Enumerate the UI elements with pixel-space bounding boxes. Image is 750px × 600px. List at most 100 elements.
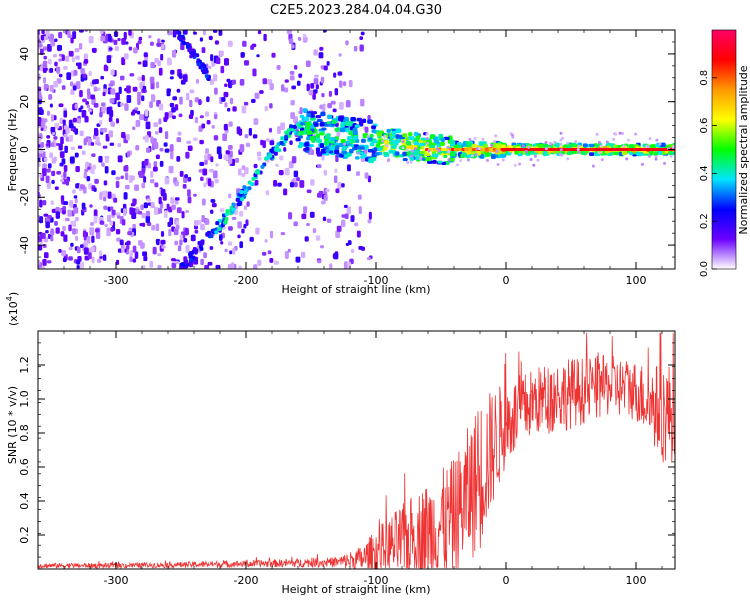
snr-axis-ticks: -300 -200 -100 0 100 0.2 0.4 0.6 0.8 1.0 1.2 [18, 330, 675, 587]
heatmap-cell [354, 124, 360, 128]
heatmap-cell [123, 31, 127, 40]
heatmap-cell [283, 188, 288, 196]
heatmap-cell [111, 209, 116, 216]
heatmap-cell [295, 256, 301, 263]
heatmap-cell [189, 99, 193, 108]
heatmap-cell [494, 134, 498, 138]
heatmap-cell [339, 127, 346, 133]
heatmap-cell [597, 140, 601, 144]
heatmap-cell [359, 146, 365, 150]
heatmap-cell [119, 75, 125, 81]
heatmap-cell [192, 31, 198, 35]
heatmap-cell [253, 264, 258, 269]
heatmap-cell [110, 227, 114, 232]
heatmap-cell [297, 132, 302, 136]
heatmap-cell [195, 79, 200, 84]
heatmap-cell [176, 137, 182, 143]
heatmap-cell [561, 136, 565, 140]
heatmap-cell [383, 151, 389, 156]
heatmap-cell [145, 210, 150, 217]
heatmap-cell [121, 248, 125, 253]
heatmap-cell [185, 151, 190, 159]
heatmap-cell [87, 166, 91, 170]
heatmap-cell [109, 220, 114, 226]
heatmap-cell [125, 172, 129, 181]
heatmap-cell [155, 223, 160, 231]
heatmap-cell [186, 44, 191, 49]
heatmap-cell [177, 35, 182, 40]
heatmap-cell [137, 76, 142, 81]
heatmap-cell [150, 178, 155, 184]
heatmap-cell [352, 130, 358, 136]
heatmap-cell [62, 225, 66, 231]
heatmap-cell [122, 203, 127, 210]
heatmap-cell [286, 30, 292, 35]
heatmap-cell [72, 228, 76, 235]
heatmap-cell [306, 83, 310, 92]
heatmap-cell [490, 143, 494, 147]
x-tick-label: 0 [503, 274, 510, 287]
heatmap-cell [215, 221, 220, 226]
heatmap-cell [290, 100, 295, 106]
heatmap-cell [323, 194, 328, 201]
heatmap-cell [162, 192, 167, 197]
heatmap-cell [102, 91, 106, 97]
heatmap-cell [330, 140, 335, 144]
heatmap-cell [146, 222, 152, 227]
heatmap-cell [577, 150, 581, 154]
heatmap-cell [78, 107, 82, 113]
heatmap-cell [296, 80, 301, 86]
heatmap-cell [231, 79, 236, 85]
heatmap-cell [68, 256, 73, 261]
heatmap-cell [50, 34, 54, 40]
heatmap-cell [280, 136, 285, 141]
heatmap-cell [424, 152, 431, 157]
heatmap-cell [180, 262, 185, 267]
heatmap-cell [269, 83, 274, 91]
heatmap-cell [91, 166, 95, 175]
heatmap-cell [51, 179, 55, 184]
heatmap-cell [58, 103, 64, 108]
heatmap-cell [654, 154, 658, 158]
heatmap-cell [247, 186, 252, 191]
heatmap-cell [289, 182, 295, 188]
heatmap-cell [342, 118, 349, 122]
heatmap-cell [273, 179, 278, 187]
heatmap-cell [316, 152, 322, 157]
heatmap-cell [325, 188, 330, 192]
x-tick-label: 100 [626, 574, 647, 587]
heatmap-cell [170, 196, 174, 204]
heatmap-cell [67, 209, 72, 217]
heatmap-cell [194, 116, 199, 124]
heatmap-cell [544, 147, 548, 151]
heatmap-cell [68, 123, 74, 129]
heatmap-cell [406, 160, 410, 164]
heatmap-cell [75, 216, 79, 222]
heatmap-cell [198, 219, 202, 226]
heatmap-cell [216, 146, 222, 155]
heatmap-cell [308, 144, 314, 148]
y-tick-label: 20 [18, 95, 31, 109]
heatmap-cell [325, 148, 331, 153]
heatmap-cell [156, 42, 162, 47]
heatmap-cell [44, 67, 48, 71]
heatmap-cell [394, 151, 400, 156]
heatmap-cell [291, 85, 296, 90]
heatmap-cell [333, 175, 338, 183]
heatmap-cell [330, 100, 336, 105]
heatmap-cell [238, 265, 242, 269]
heatmap-cell [141, 95, 145, 102]
heatmap-cell [387, 158, 391, 162]
heatmap-cell [334, 88, 339, 96]
heatmap-cell [297, 144, 303, 149]
heatmap-cell [85, 101, 90, 105]
heatmap-cell [42, 77, 47, 84]
heatmap-cell [288, 38, 294, 45]
heatmap-cell [108, 116, 113, 123]
heatmap-cell [588, 152, 595, 157]
heatmap-cell [447, 149, 451, 153]
heatmap-cell [177, 245, 182, 252]
heatmap-cell [171, 49, 177, 58]
heatmap-cell [640, 162, 644, 166]
heatmap-cell [136, 110, 141, 115]
